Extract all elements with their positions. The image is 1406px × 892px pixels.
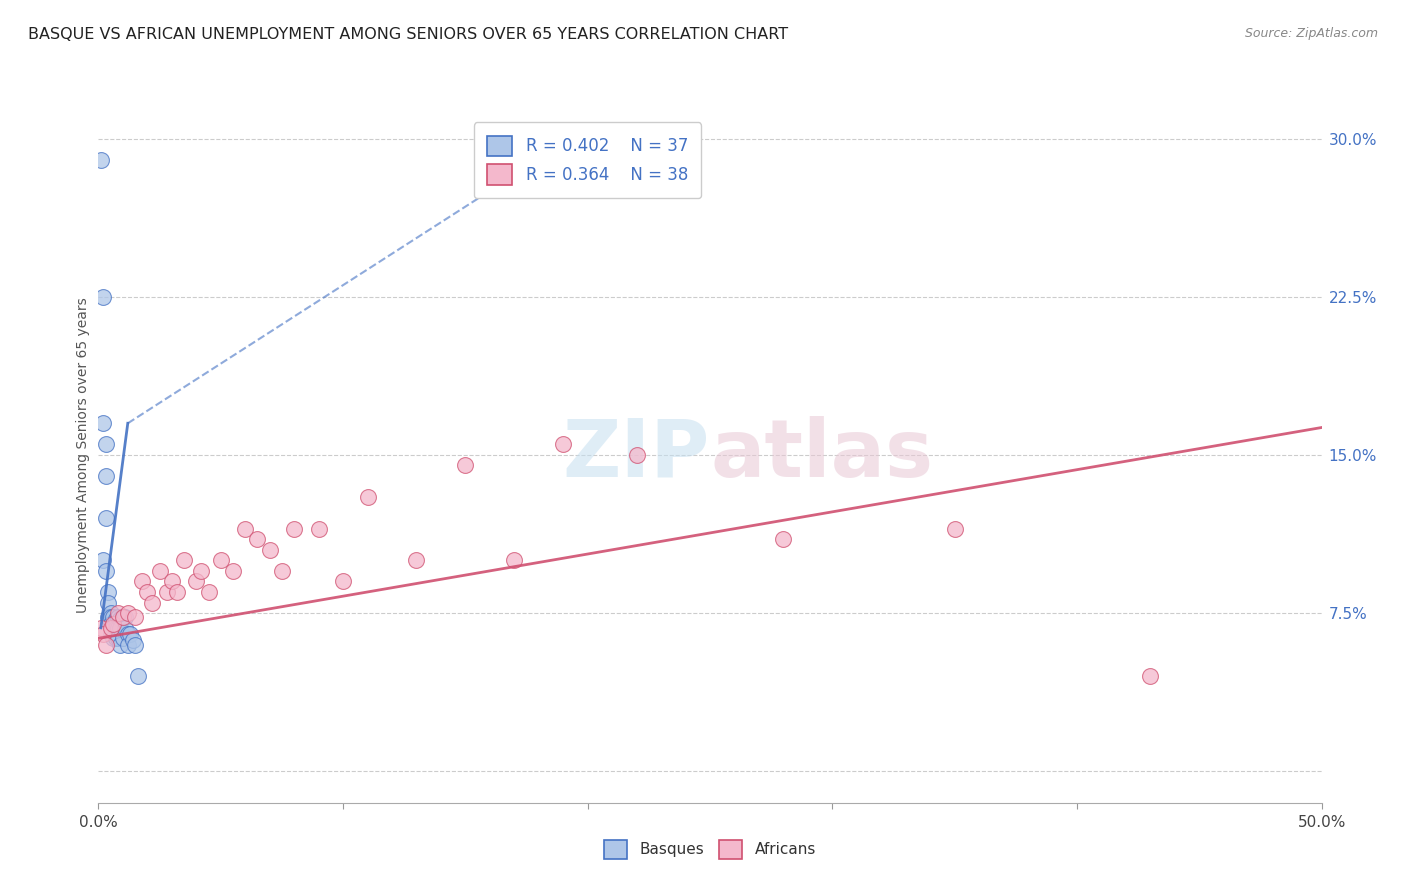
Point — [222, 564, 245, 578]
Point — [97, 595, 120, 609]
Point — [117, 606, 139, 620]
Point — [100, 606, 122, 620]
Point — [104, 612, 127, 626]
Point — [186, 574, 208, 589]
Point — [124, 610, 146, 624]
Point — [356, 490, 378, 504]
Point — [90, 621, 112, 635]
Text: ZIP: ZIP — [562, 416, 710, 494]
Point — [110, 612, 132, 626]
Point — [91, 290, 114, 304]
Point — [173, 553, 195, 567]
Point — [156, 585, 179, 599]
Point — [101, 616, 124, 631]
Point — [405, 553, 427, 567]
Point — [107, 610, 129, 624]
Point — [107, 621, 129, 635]
Point — [246, 533, 269, 547]
Point — [110, 638, 132, 652]
Point — [111, 610, 134, 624]
Point — [111, 632, 134, 646]
Point — [553, 437, 575, 451]
Point — [943, 522, 966, 536]
Point — [197, 585, 219, 599]
Point — [100, 627, 122, 641]
Point — [283, 522, 305, 536]
Legend: Basques, Africans: Basques, Africans — [598, 834, 823, 864]
Point — [136, 585, 159, 599]
Point — [308, 522, 330, 536]
Point — [117, 638, 139, 652]
Point — [124, 638, 146, 652]
Point — [94, 469, 117, 483]
Point — [160, 574, 183, 589]
Point — [114, 621, 136, 635]
Point — [1139, 669, 1161, 683]
Point — [332, 574, 354, 589]
Point — [149, 564, 172, 578]
Point — [131, 574, 153, 589]
Point — [90, 153, 112, 167]
Point — [259, 542, 281, 557]
Point — [117, 627, 139, 641]
Point — [100, 616, 122, 631]
Point — [270, 564, 294, 578]
Point — [121, 633, 143, 648]
Point — [91, 553, 114, 567]
Point — [110, 621, 132, 635]
Point — [94, 511, 117, 525]
Text: Source: ZipAtlas.com: Source: ZipAtlas.com — [1244, 27, 1378, 40]
Point — [111, 610, 134, 624]
Point — [91, 417, 114, 431]
Point — [100, 621, 122, 635]
Point — [503, 553, 526, 567]
Point — [166, 585, 188, 599]
Point — [120, 627, 142, 641]
Point — [101, 610, 124, 624]
Y-axis label: Unemployment Among Seniors over 65 years: Unemployment Among Seniors over 65 years — [76, 297, 90, 613]
Text: BASQUE VS AFRICAN UNEMPLOYMENT AMONG SENIORS OVER 65 YEARS CORRELATION CHART: BASQUE VS AFRICAN UNEMPLOYMENT AMONG SEN… — [28, 27, 789, 42]
Point — [94, 564, 117, 578]
Point — [94, 437, 117, 451]
Point — [209, 553, 232, 567]
Point — [94, 638, 117, 652]
Point — [97, 585, 120, 599]
Point — [141, 595, 163, 609]
Point — [107, 606, 129, 620]
Point — [114, 610, 136, 624]
Point — [97, 610, 120, 624]
Text: atlas: atlas — [710, 416, 934, 494]
Point — [772, 533, 794, 547]
Point — [626, 448, 648, 462]
Point — [190, 564, 212, 578]
Point — [100, 610, 122, 624]
Point — [454, 458, 477, 473]
Point — [101, 621, 124, 635]
Point — [233, 522, 256, 536]
Point — [101, 632, 124, 646]
Point — [104, 632, 127, 646]
Point — [107, 632, 129, 646]
Point — [104, 621, 127, 635]
Point — [91, 627, 114, 641]
Point — [127, 669, 149, 683]
